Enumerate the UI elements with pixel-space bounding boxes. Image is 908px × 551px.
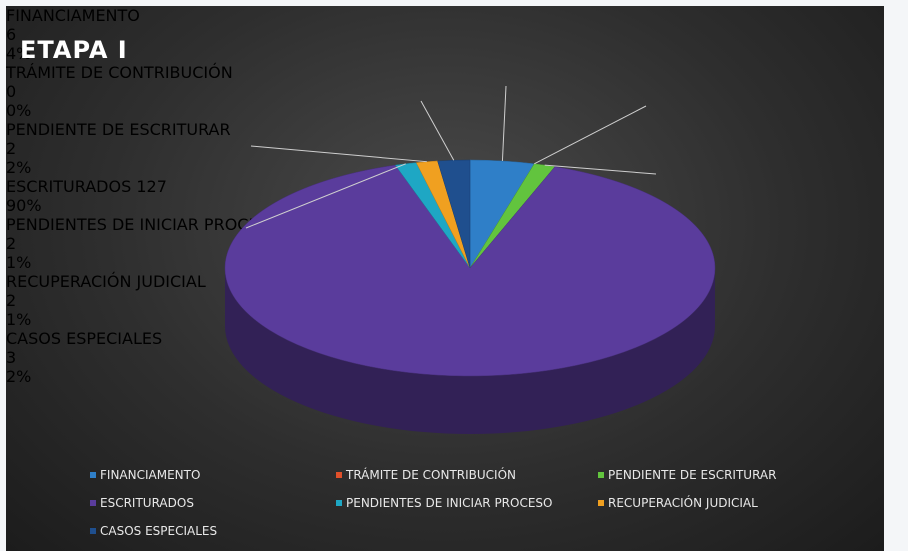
leader-line: [501, 85, 507, 161]
legend-swatch: [336, 500, 342, 506]
data-label-value: 0: [6, 82, 17, 101]
legend-swatch: [90, 500, 96, 506]
data-label: RECUPERACIÓN JUDICIAL 2 1%: [6, 272, 884, 329]
data-label-percent: 4%: [6, 44, 32, 63]
leader-line: [534, 105, 647, 165]
legend-item: ESCRITURADOS: [90, 496, 194, 510]
legend-swatch: [336, 472, 342, 478]
data-label-percent: 90%: [6, 196, 42, 215]
data-label: ESCRITURADOS 127 90%: [6, 177, 884, 215]
legend-label: PENDIENTES DE INICIAR PROCESO: [346, 496, 553, 510]
pie-side: [225, 268, 715, 434]
legend-label: RECUPERACIÓN JUDICIAL: [608, 496, 758, 510]
data-label-percent: 0%: [6, 101, 32, 120]
legend-item: RECUPERACIÓN JUDICIAL: [598, 496, 758, 510]
legend-label: TRÁMITE DE CONTRIBUCIÓN: [346, 468, 517, 482]
data-label-name: ESCRITURADOS: [6, 177, 132, 196]
legend-item: PENDIENTES DE INICIAR PROCESO: [336, 496, 553, 510]
data-label: TRÁMITE DE CONTRIBUCIÓN 0 0%: [6, 63, 884, 120]
data-label-value: 3: [6, 348, 17, 367]
data-label: CASOS ESPECIALES 3 2%: [6, 329, 884, 386]
legend-swatch: [598, 472, 604, 478]
data-label: PENDIENTES DE INICIAR PROCESO 2 1%: [6, 215, 884, 272]
legend-item: TRÁMITE DE CONTRIBUCIÓN: [336, 468, 516, 482]
data-label-name: PENDIENTES DE INICIAR PROCESO: [6, 215, 282, 234]
data-label: FINANCIAMENTO 6 4%: [6, 6, 884, 63]
data-label-percent: 2%: [6, 367, 32, 386]
data-label-value: 2: [6, 139, 17, 158]
legend-label: FINANCIAMENTO: [100, 468, 201, 482]
chart-title: ETAPA I: [20, 36, 128, 64]
chart: ETAPA I FINANCIAMENTO 6 4% TRÁMITE DE CONTR…: [6, 6, 884, 551]
data-label: PENDIENTE DE ESCRITURAR 2 2%: [6, 120, 884, 177]
legend-label: CASOS ESPECIALES: [100, 524, 218, 538]
pie-plot: [224, 85, 716, 434]
legend-swatch: [90, 528, 96, 534]
leader-line: [250, 145, 427, 163]
leader-line: [544, 164, 657, 175]
data-label-name: CASOS ESPECIALES: [6, 329, 163, 348]
data-label-percent: 1%: [6, 253, 32, 272]
legend-item: PENDIENTE DE ESCRITURAR: [598, 468, 776, 482]
legend-swatch: [598, 500, 604, 506]
data-label-row: ESCRITURADOS 127: [6, 177, 884, 196]
data-label-percent: 1%: [6, 310, 32, 329]
leader-line: [245, 163, 406, 229]
pie-slice: [224, 164, 716, 377]
data-label-percent: 2%: [6, 158, 32, 177]
legend-label: ESCRITURADOS: [100, 496, 194, 510]
legend-swatch: [90, 472, 96, 478]
data-label-name: FINANCIAMENTO: [6, 6, 140, 25]
data-label-name: TRÁMITE DE CONTRIBUCIÓN: [6, 63, 233, 82]
leader-line: [420, 100, 455, 161]
legend-item: CASOS ESPECIALES: [90, 524, 217, 538]
data-label-name: RECUPERACIÓN JUDICIAL: [6, 272, 206, 291]
legend-item: FINANCIAMENTO: [90, 468, 200, 482]
data-label-value: 6: [6, 25, 17, 44]
data-label-value: 127: [136, 177, 167, 196]
data-label-name: PENDIENTE DE ESCRITURAR: [6, 120, 231, 139]
data-label-value: 2: [6, 234, 17, 253]
legend-label: PENDIENTE DE ESCRITURAR: [608, 468, 777, 482]
data-label-value: 2: [6, 291, 17, 310]
